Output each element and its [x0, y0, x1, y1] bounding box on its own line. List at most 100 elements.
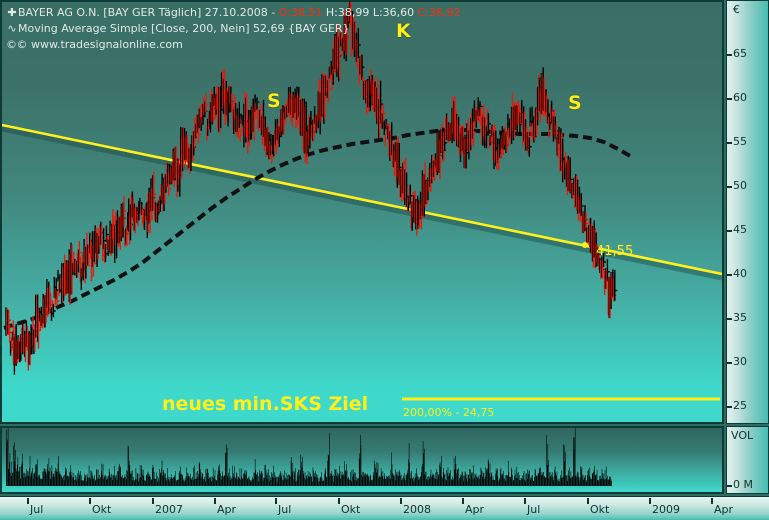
volume-bar — [554, 469, 555, 486]
volume-bar — [341, 474, 342, 486]
volume-bar — [120, 467, 121, 486]
volume-bar — [24, 473, 26, 486]
volume-bar — [245, 470, 247, 486]
volume-bar — [41, 478, 42, 486]
volume-bar — [260, 471, 262, 486]
volume-bar — [210, 476, 212, 486]
volume-bar — [372, 475, 374, 486]
volume-bar — [208, 472, 209, 486]
volume-bar — [257, 472, 258, 486]
volume-bar — [274, 472, 275, 486]
volume-bar — [543, 472, 544, 486]
volume-bar — [33, 473, 34, 486]
indicator-label: Moving Average Simple [Close, 200, Nein]… — [18, 22, 350, 35]
date-tick-mark — [152, 498, 154, 504]
price-tick-mark — [727, 362, 732, 364]
date-tick-label: Jul — [527, 503, 541, 516]
volume-bar — [478, 476, 479, 486]
volume-bar — [316, 473, 317, 486]
volume-bar — [497, 468, 498, 486]
volume-bar — [152, 467, 153, 486]
volume-bar — [551, 474, 552, 486]
volume-bar — [510, 476, 511, 486]
volume-bar — [526, 473, 527, 486]
volume-bar — [131, 473, 132, 486]
volume-bar — [104, 477, 106, 486]
volume-bar — [552, 480, 554, 486]
volume-bar — [166, 480, 167, 486]
volume-bar — [251, 480, 252, 486]
volume-bar — [596, 474, 597, 486]
volume-bar — [484, 479, 485, 486]
volume-bar — [40, 478, 41, 486]
volume-bar — [44, 468, 45, 486]
volume-bar — [409, 462, 410, 486]
volume-bar — [593, 471, 594, 486]
volume-bar — [468, 474, 469, 486]
volume-axis[interactable]: VOL 0 M — [726, 426, 769, 494]
volume-bar — [537, 473, 539, 486]
volume-bar — [268, 469, 269, 486]
volume-bar — [307, 478, 308, 486]
volume-bar — [495, 473, 496, 486]
volume-bar — [399, 470, 400, 486]
volume-bar — [96, 469, 98, 486]
volume-bar — [549, 472, 550, 486]
volume-bar — [461, 475, 462, 486]
volume-bar — [9, 462, 10, 486]
date-tick-mark — [587, 498, 589, 504]
volume-bar — [528, 470, 530, 486]
price-chart-panel[interactable]: ✚BAYER AG O.N. [BAY GER Täglich] 27.10.2… — [0, 0, 724, 424]
volume-bar — [204, 481, 206, 486]
volume-bar — [299, 470, 301, 486]
volume-bar — [585, 474, 586, 486]
volume-bar — [79, 472, 81, 486]
volume-bar — [464, 471, 466, 486]
date-axis[interactable]: Jul Okt 2007 Apr Jul Okt 2008 Apr Jul Okt 2009 Apr — [0, 496, 769, 520]
volume-bar — [54, 471, 56, 486]
volume-bar — [305, 479, 306, 486]
volume-bar — [470, 474, 472, 486]
volume-bar — [304, 477, 305, 486]
volume-bar — [544, 476, 546, 486]
volume-bar — [364, 473, 366, 486]
volume-bar — [84, 473, 86, 486]
volume-bar — [12, 472, 13, 486]
volume-bar — [440, 466, 441, 486]
volume-bar — [502, 474, 504, 486]
header-line-copyright: © © www.tradesignalonline.com — [6, 38, 183, 51]
volume-bar — [430, 474, 431, 486]
volume-bar — [292, 462, 294, 486]
volume-bar — [456, 469, 458, 486]
volume-bar — [322, 480, 324, 486]
volume-bar — [520, 477, 522, 486]
volume-bar — [57, 471, 58, 486]
volume-bar — [214, 470, 216, 486]
volume-chart-panel[interactable] — [0, 426, 724, 494]
volume-bar — [103, 478, 104, 486]
volume-bar — [543, 476, 545, 486]
volume-bar — [582, 475, 583, 486]
volume-bar — [509, 476, 511, 486]
volume-bar — [146, 474, 148, 486]
volume-bar — [161, 468, 162, 486]
volume-bar — [217, 470, 219, 486]
volume-bar — [536, 475, 538, 486]
volume-bar — [89, 477, 90, 486]
volume-bar — [252, 476, 253, 486]
volume-bar — [518, 475, 520, 486]
volume-bar — [486, 468, 487, 486]
volume-bar — [181, 475, 183, 486]
volume-bar — [257, 476, 259, 486]
price-axis[interactable]: € 65 60 55 50 45 40 35 30 25 — [726, 0, 769, 424]
volume-bar — [289, 475, 291, 486]
volume-bar — [30, 475, 31, 486]
volume-bar — [456, 473, 457, 486]
volume-bar — [588, 476, 590, 486]
volume-bar — [265, 464, 266, 486]
volume-bar — [504, 478, 505, 486]
volume-bar — [560, 475, 561, 486]
volume-bar — [130, 471, 132, 486]
volume-bar — [25, 477, 27, 486]
volume-bar — [315, 471, 316, 486]
